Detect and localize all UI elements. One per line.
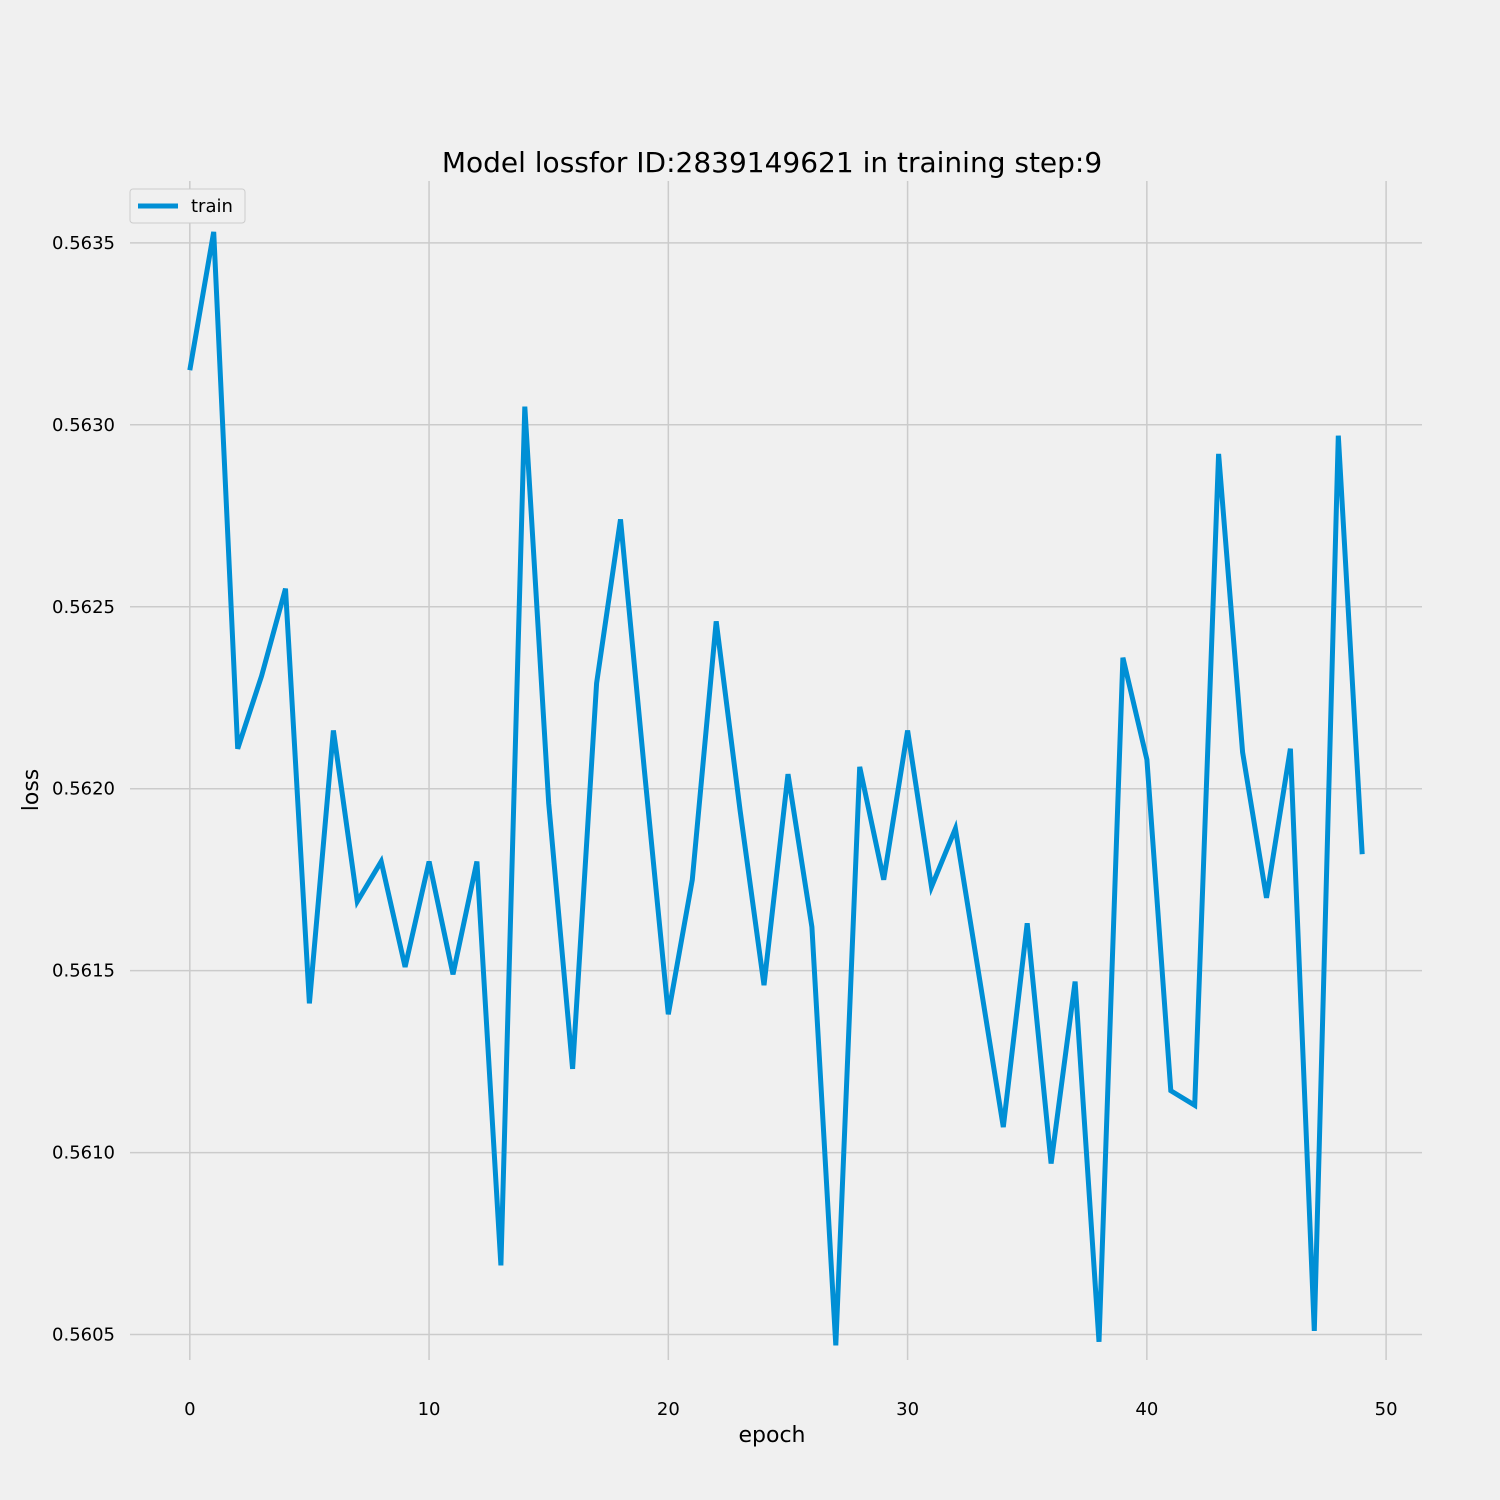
- legend: train: [129, 188, 246, 224]
- series-layer: [187, 231, 1365, 1346]
- legend-box: [129, 188, 246, 224]
- x-tick-label: 10: [418, 1399, 441, 1420]
- legend-label-train: train: [191, 196, 233, 217]
- y-tick-label: 0.5625: [52, 597, 115, 618]
- y-tick-label: 0.5615: [52, 961, 115, 982]
- y-tick-label: 0.5620: [52, 779, 115, 800]
- x-tick-label: 40: [1135, 1399, 1158, 1420]
- y-grid: [130, 242, 1422, 1336]
- x-tick-label: 30: [896, 1399, 919, 1420]
- chart-title: Model lossfor ID:2839149621 in training …: [442, 146, 1102, 179]
- y-tick-label: 0.5635: [52, 233, 115, 254]
- y-tick-label: 0.5605: [52, 1325, 115, 1346]
- x-tick-label: 20: [657, 1399, 680, 1420]
- x-tick-labels: 0 10 20 30 40 50: [184, 1399, 1397, 1420]
- y-tick-label: 0.5630: [52, 415, 115, 436]
- x-tick-label: 50: [1375, 1399, 1398, 1420]
- y-tick-label: 0.5610: [52, 1143, 115, 1164]
- x-tick-label: 0: [184, 1399, 195, 1420]
- y-axis-label: loss: [19, 769, 44, 812]
- series-line-train: [187, 231, 1365, 1346]
- x-axis-label: epoch: [739, 1423, 806, 1448]
- y-tick-labels: 0.5605 0.5610 0.5615 0.5620 0.5625 0.5630 0.56…: [52, 233, 115, 1346]
